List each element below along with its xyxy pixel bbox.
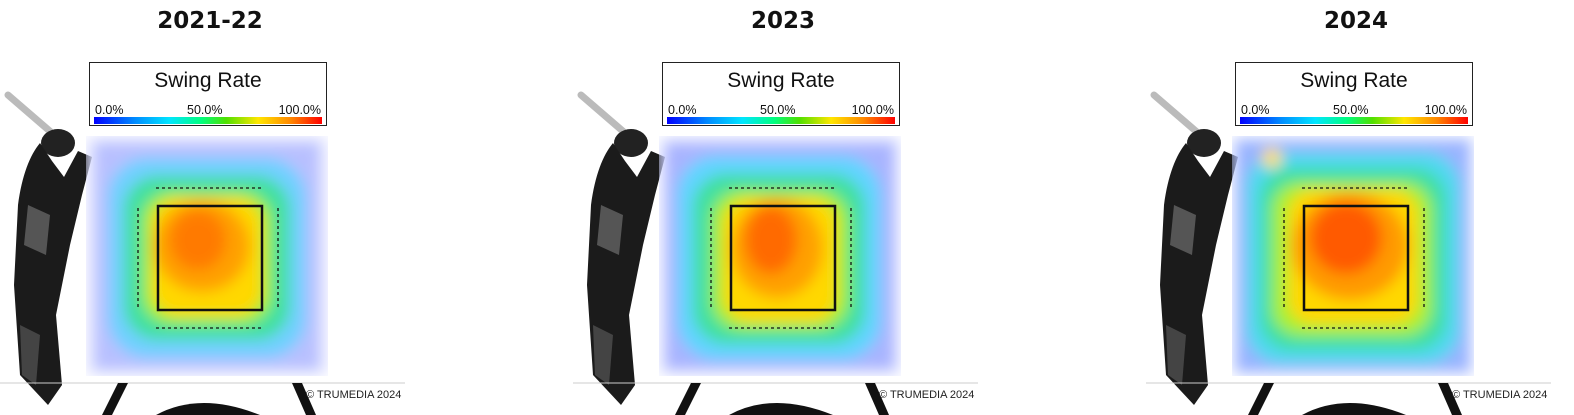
color-legend: Swing Rate 0.0% 50.0% 100.0% [662, 62, 900, 126]
legend-colorbar [667, 117, 895, 124]
panel-title: 2021-22 [157, 8, 263, 34]
heatmap-panel-2021-22: 2021-22 Swing Rate 0.0% 50.0% 100.0% [0, 0, 420, 415]
home-plate-ground [1146, 382, 1551, 415]
panel-title: 2024 [1323, 8, 1388, 34]
legend-title: Swing Rate [1300, 69, 1408, 92]
color-legend: Swing Rate 0.0% 50.0% 100.0% [1235, 62, 1473, 126]
legend-tick-mid: 50.0% [1333, 103, 1369, 117]
heatmap-panel-2024: 2024 Swing Rate 0.0% 50.0% 10 [1146, 0, 1566, 415]
legend-tick-mid: 50.0% [760, 103, 796, 117]
swing-rate-heatmap [86, 136, 328, 376]
copyright-text: © TRUMEDIA 2024 [306, 389, 402, 401]
legend-tick-min: 0.0% [668, 103, 697, 117]
legend-tick-min: 0.0% [95, 103, 124, 117]
legend-tick-max: 100.0% [1424, 103, 1467, 117]
home-plate-ground [573, 382, 978, 415]
swing-rate-heatmap [659, 136, 901, 376]
color-legend: Swing Rate 0.0% 50.0% 100.0% [89, 62, 327, 126]
batter-silhouette [577, 91, 665, 405]
batter-silhouette [1150, 91, 1238, 405]
home-plate-ground [0, 382, 405, 415]
copyright-text: © TRUMEDIA 2024 [879, 389, 975, 401]
legend-tick-max: 100.0% [278, 103, 321, 117]
swing-rate-heatmap [1232, 136, 1474, 376]
copyright-text: © TRUMEDIA 2024 [1452, 389, 1548, 401]
panel-title: 2023 [750, 8, 815, 34]
legend-tick-max: 100.0% [851, 103, 894, 117]
legend-title: Swing Rate [154, 69, 262, 92]
legend-tick-min: 0.0% [1241, 103, 1270, 117]
legend-title: Swing Rate [727, 69, 835, 92]
legend-colorbar [94, 117, 322, 124]
batter-silhouette [4, 91, 92, 405]
heatmap-panel-2023: 2023 Swing Rate 0.0% 50.0% 100.0% [573, 0, 993, 415]
legend-colorbar [1240, 117, 1468, 124]
legend-tick-mid: 50.0% [187, 103, 223, 117]
